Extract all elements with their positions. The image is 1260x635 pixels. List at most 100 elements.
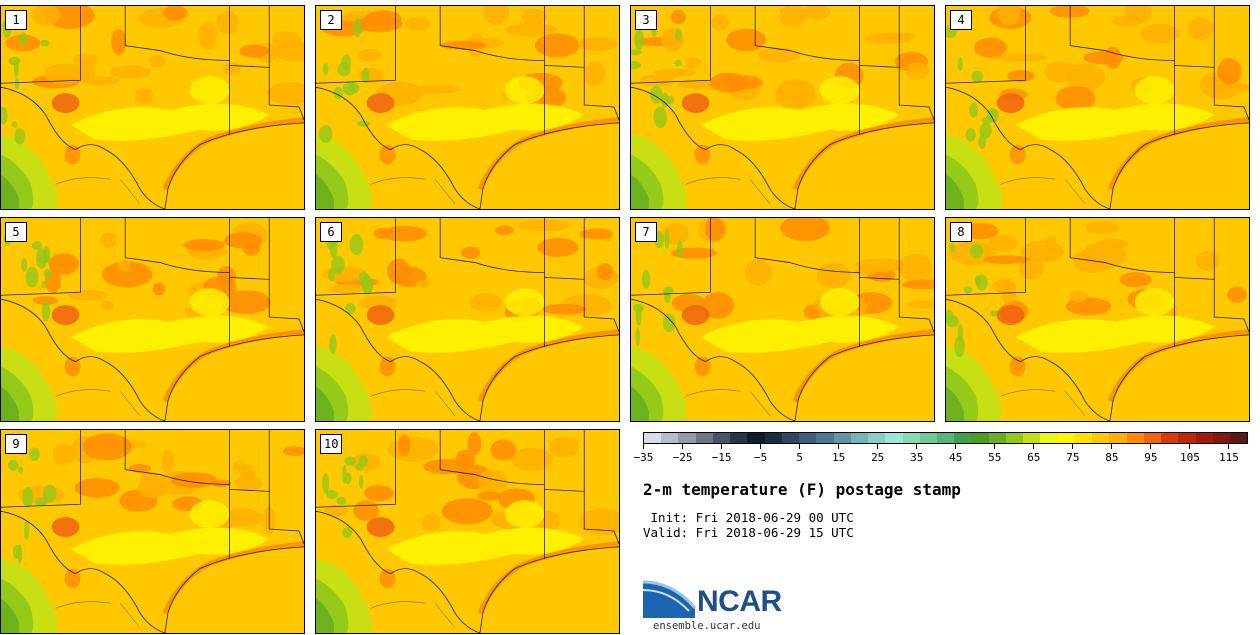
national-border	[1, 510, 166, 633]
colorbar-swatch	[902, 433, 920, 443]
member-label: 4	[950, 10, 972, 30]
warm-region	[149, 54, 166, 68]
warm-region	[467, 432, 482, 456]
cool-band	[385, 315, 585, 353]
terrain-cool	[349, 82, 360, 94]
state-border	[316, 218, 396, 296]
colorbar-tick	[1033, 444, 1035, 449]
terrain-cool	[946, 174, 964, 209]
state-border	[55, 601, 141, 629]
state-border	[898, 67, 934, 121]
hot-region	[366, 93, 395, 113]
terrain-cool	[358, 474, 364, 489]
terrain-cool	[25, 266, 39, 288]
warm-region	[906, 62, 930, 80]
colorbar-swatch	[1074, 433, 1093, 443]
coastline	[164, 546, 304, 633]
state-border	[1213, 67, 1249, 121]
warm-region	[653, 68, 696, 78]
hot-region	[681, 93, 710, 113]
terrain-cool	[349, 233, 364, 256]
terrain-cool	[361, 67, 370, 83]
cool-band	[189, 288, 230, 317]
colorbar-swatch	[644, 433, 662, 443]
colorbar-swatch	[971, 433, 989, 443]
terrain-cool	[322, 473, 330, 494]
hot-region	[379, 356, 396, 377]
cool-band	[504, 288, 545, 317]
hot-region	[681, 305, 710, 325]
terrain-cool	[12, 544, 21, 559]
colorbar-tick	[1111, 444, 1113, 449]
colorbar-tick-label: −5	[753, 451, 768, 464]
warm-region	[44, 63, 84, 85]
warm-region	[233, 460, 247, 472]
colorbar-swatch	[1195, 433, 1213, 443]
colorbar-swatch	[730, 433, 748, 443]
colorbar-ticks: −35 −25 −15 −5 5 15 25 35 45 55 65 75 85 95 105 115	[634, 444, 1248, 464]
warm-region	[373, 227, 392, 239]
warm-region	[442, 498, 493, 525]
hot-region	[366, 517, 395, 537]
member-panel-10: 10	[315, 429, 620, 634]
warm-region	[974, 37, 1008, 58]
state-border	[754, 218, 860, 347]
warm-region	[355, 15, 403, 32]
terrain-cool	[42, 484, 57, 503]
terrain-cool	[355, 463, 364, 471]
warm-region	[780, 218, 831, 242]
national-border	[1, 86, 166, 209]
colorbar-swatch	[1212, 433, 1230, 443]
warm-region	[596, 263, 614, 281]
state-border	[1069, 6, 1175, 135]
cool-band	[70, 315, 270, 353]
hot-region	[64, 568, 81, 589]
terrain-cool	[978, 134, 987, 149]
temperature-map	[1, 6, 304, 209]
warm-region	[328, 283, 366, 294]
colorbar-tick-label: 5	[796, 451, 803, 464]
background-field	[1, 430, 304, 633]
warm-region	[779, 6, 807, 28]
member-label: 10	[320, 434, 343, 454]
state-border	[583, 279, 619, 333]
cool-band	[700, 103, 900, 141]
warm-region	[1119, 272, 1152, 288]
state-border	[229, 430, 270, 492]
colorbar-swatch	[747, 433, 765, 443]
warm-region	[324, 505, 349, 517]
terrain-cool	[635, 327, 641, 347]
warm-region	[578, 36, 618, 51]
ncar-logo-icon	[643, 580, 697, 618]
member-panel-1: 1	[0, 5, 305, 210]
member-panel-5: 5	[0, 217, 305, 422]
state-border	[1, 430, 81, 508]
warm-region	[82, 433, 132, 461]
colorbar-tick-label: 95	[1144, 451, 1158, 464]
colorbar-tick	[916, 444, 918, 449]
coastline	[479, 122, 619, 209]
member-label: 2	[320, 10, 342, 30]
colorbar-swatch	[1040, 433, 1058, 443]
state-border	[268, 67, 304, 121]
temperature-map	[631, 6, 934, 209]
state-border	[859, 218, 900, 280]
member-panel-4: 4	[945, 5, 1250, 210]
terrain-cool	[988, 108, 994, 119]
state-border	[229, 6, 270, 68]
terrain-cool	[1, 174, 19, 209]
warm-region	[74, 478, 120, 498]
cool-band	[1134, 288, 1175, 317]
state-border	[439, 430, 545, 559]
terrain-cool	[316, 598, 334, 633]
colorbar-tick-label: 45	[949, 451, 963, 464]
cool-band	[189, 500, 230, 529]
colorbar-swatch	[1161, 433, 1179, 443]
coast-warm	[477, 117, 619, 191]
colorbar-swatch	[1229, 433, 1248, 443]
state-border	[544, 218, 585, 280]
warm-region	[906, 300, 934, 309]
warm-region	[52, 443, 76, 465]
colorbar-tick	[1072, 444, 1074, 449]
terrain-cool	[631, 174, 649, 209]
